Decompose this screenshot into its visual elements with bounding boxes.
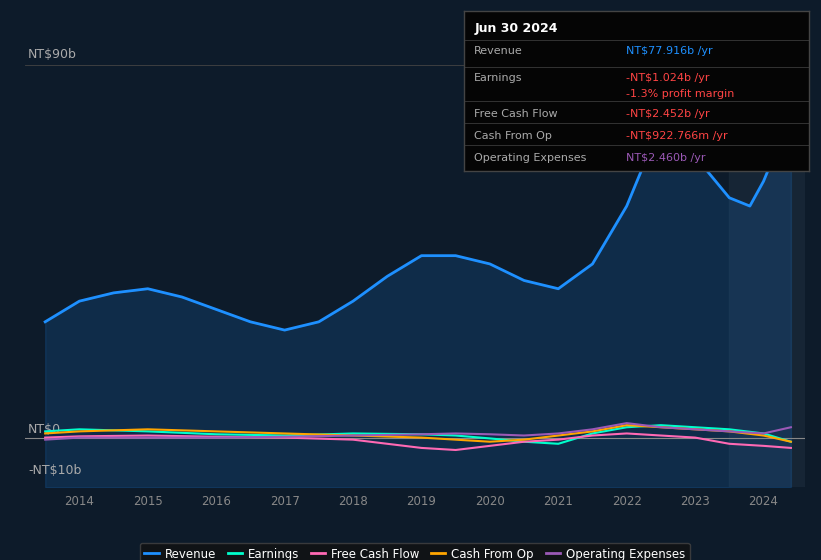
Bar	[729, 45, 805, 487]
Text: 2015: 2015	[133, 494, 163, 508]
Text: NT$77.916b /yr: NT$77.916b /yr	[626, 46, 713, 57]
Text: Free Cash Flow: Free Cash Flow	[475, 109, 557, 119]
Text: 2020: 2020	[475, 494, 505, 508]
Text: -NT$922.766m /yr: -NT$922.766m /yr	[626, 131, 727, 141]
Text: -1.3% profit margin: -1.3% profit margin	[626, 90, 734, 100]
Text: Cash From Op: Cash From Op	[475, 131, 552, 141]
Text: 2018: 2018	[338, 494, 368, 508]
Text: Earnings: Earnings	[475, 73, 523, 83]
Text: 2016: 2016	[201, 494, 232, 508]
Text: 2021: 2021	[544, 494, 573, 508]
Text: 2023: 2023	[681, 494, 710, 508]
Text: NT$2.460b /yr: NT$2.460b /yr	[626, 153, 705, 164]
Text: 2022: 2022	[612, 494, 642, 508]
Text: -NT$2.452b /yr: -NT$2.452b /yr	[626, 109, 709, 119]
Text: NT$0: NT$0	[28, 422, 62, 436]
Text: -NT$10b: -NT$10b	[28, 464, 81, 477]
Legend: Revenue, Earnings, Free Cash Flow, Cash From Op, Operating Expenses: Revenue, Earnings, Free Cash Flow, Cash …	[140, 543, 690, 560]
Text: 2019: 2019	[406, 494, 437, 508]
Text: -NT$1.024b /yr: -NT$1.024b /yr	[626, 73, 709, 83]
Text: 2014: 2014	[64, 494, 94, 508]
Text: Jun 30 2024: Jun 30 2024	[475, 22, 557, 35]
Text: 2017: 2017	[269, 494, 300, 508]
Text: Revenue: Revenue	[475, 46, 523, 57]
Text: 2024: 2024	[749, 494, 778, 508]
Text: NT$90b: NT$90b	[28, 48, 77, 62]
Text: Operating Expenses: Operating Expenses	[475, 153, 586, 164]
